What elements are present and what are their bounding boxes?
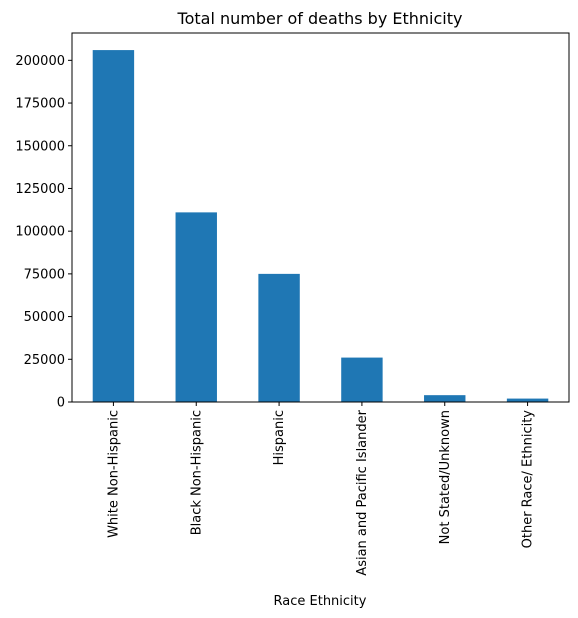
chart-title: Total number of deaths by Ethnicity (177, 9, 463, 28)
bars-layer (93, 50, 549, 402)
x-axis: White Non-Hispanic Black Non-Hispanic Hisp… (106, 402, 535, 576)
y-tick-label: 50000 (24, 310, 65, 325)
y-tick-label: 125000 (15, 182, 65, 197)
y-tick-label: 200000 (15, 54, 65, 69)
y-tick-label: 100000 (15, 225, 65, 240)
x-tick-label: Hispanic (272, 410, 287, 465)
bar-other-race-ethnicity (507, 399, 548, 402)
x-tick-label: Not Stated/Unknown (438, 410, 453, 544)
x-tick-label: White Non-Hispanic (106, 410, 121, 538)
x-tick-label: Black Non-Hispanic (189, 410, 204, 535)
y-tick-label: 0 (57, 396, 65, 411)
y-tick-label: 25000 (24, 353, 65, 368)
y-axis: 0 25000 50000 75000 100000 125000 150000 175000… (15, 54, 72, 411)
y-tick-label: 175000 (15, 97, 65, 112)
x-tick-label: Other Race/ Ethnicity (521, 410, 536, 549)
bar-hispanic (258, 274, 299, 402)
plot-frame (72, 33, 569, 402)
bar-white-non-hispanic (93, 50, 134, 402)
bar-not-stated-unknown (424, 395, 465, 402)
x-axis-label: Race Ethnicity (274, 594, 367, 609)
x-tick-label: Asian and Pacific Islander (355, 409, 370, 575)
bar-asian-and-pacific-islander (341, 358, 382, 402)
bar-black-non-hispanic (176, 212, 217, 402)
y-tick-label: 150000 (15, 139, 65, 154)
y-tick-label: 75000 (24, 267, 65, 282)
